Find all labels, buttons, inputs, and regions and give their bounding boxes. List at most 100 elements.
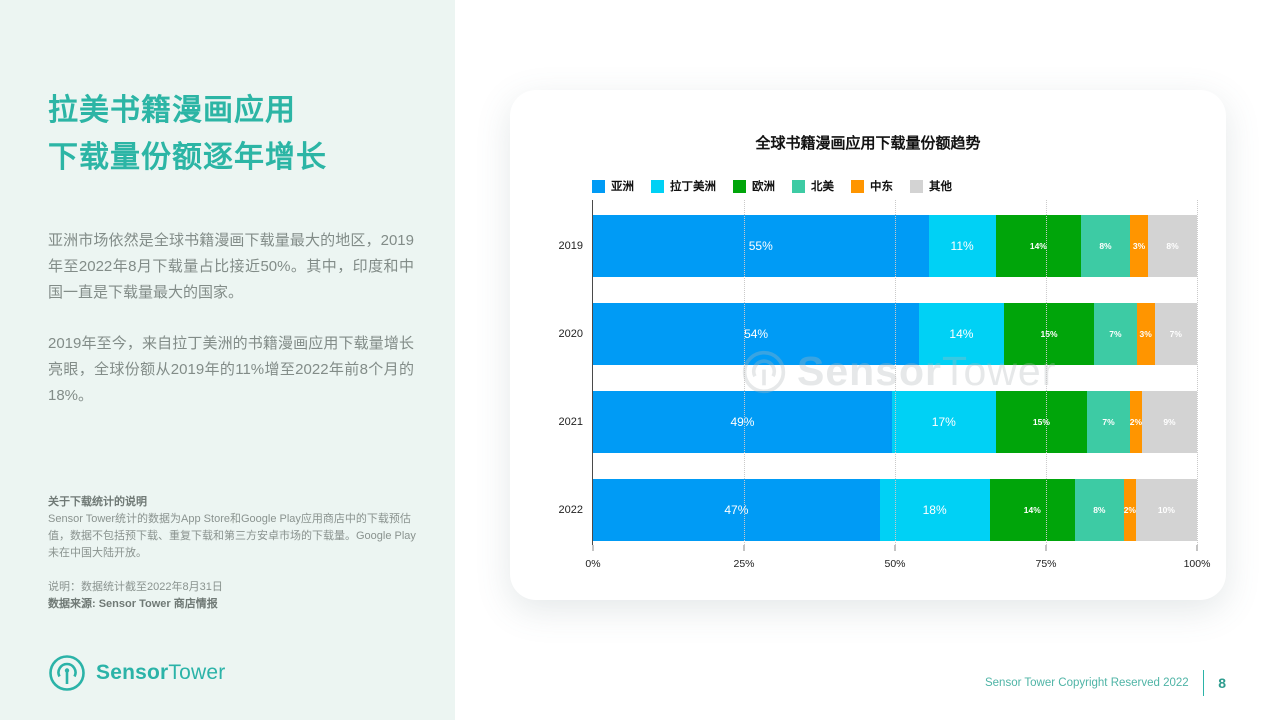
note-body: Sensor Tower统计的数据为App Store和Google Play应… — [48, 513, 416, 560]
legend-label: 中东 — [870, 181, 893, 193]
x-axis-tick-label: 0% — [585, 558, 601, 570]
chart-card: 全球书籍漫画应用下载量份额趋势 亚洲 拉丁美洲 欧洲 北美 中东 其他 2019 55% 11… — [510, 90, 1226, 600]
left-panel: 拉美书籍漫画应用 下载量份额逐年增长 亚洲市场依然是全球书籍漫画下载量最大的地区… — [0, 0, 455, 720]
bars-container: 2019 55% 11% 14% 8% 3% 8% 2020 54% 14% 15% 7% 3% 7% 20… — [559, 215, 1197, 567]
legend-item-其他: 其他 — [910, 178, 952, 194]
gridline-100 — [1197, 200, 1198, 545]
bar-row-2021: 2021 49% 17% 15% 7% 2% 9% — [559, 391, 1197, 453]
legend-swatch — [592, 179, 605, 193]
legend-label: 北美 — [811, 181, 834, 193]
page-title: 拉美书籍漫画应用 下载量份额逐年增长 — [48, 88, 327, 181]
segment-value-label: 7% — [1169, 329, 1182, 339]
footer-page-number: 8 — [1218, 675, 1226, 691]
segment-value-label: 3% — [1132, 241, 1146, 251]
y-axis-label-2019: 2019 — [558, 240, 583, 252]
x-axis-tick-label: 75% — [1035, 558, 1057, 570]
x-axis-tick-label: 50% — [884, 558, 906, 570]
segment-value-label: 17% — [931, 415, 956, 429]
bar-segment-2020-北美: 7% — [1094, 303, 1137, 365]
bar-segment-2019-欧洲: 14% — [995, 215, 1082, 277]
y-axis-label-2022: 2022 — [558, 504, 583, 516]
legend-label: 欧洲 — [752, 181, 775, 193]
bar-segment-2020-亚洲: 54% — [593, 303, 920, 365]
bar-segment-2019-亚洲: 55% — [593, 215, 929, 277]
bar-row-2019: 2019 55% 11% 14% 8% 3% 8% — [559, 215, 1197, 277]
body-copy: 亚洲市场依然是全球书籍漫画下载量最大的地区，2019年至2022年8月下载量占比… — [48, 228, 414, 409]
bar-segment-2019-中东: 3% — [1129, 215, 1149, 277]
footer-divider — [1202, 670, 1205, 696]
legend-swatch — [651, 179, 664, 193]
segment-value-label: 54% — [744, 327, 769, 341]
footer-copyright: Sensor Tower Copyright Reserved 2022 — [984, 677, 1189, 689]
gridline-25 — [744, 200, 745, 545]
bar-row-2022: 2022 47% 18% 14% 8% 2% 10% — [559, 479, 1197, 541]
legend-item-中东: 中东 — [851, 178, 893, 194]
segment-value-label: 15% — [1040, 329, 1058, 339]
segment-value-label: 14% — [1029, 241, 1047, 251]
bar-segment-2020-欧洲: 15% — [1003, 303, 1095, 365]
x-tick-mark — [1196, 545, 1198, 551]
logo-text-regular: Tower — [168, 661, 226, 684]
legend-label: 拉丁美洲 — [670, 181, 716, 193]
sensor-tower-logo-icon — [48, 654, 86, 692]
bar-segment-2022-亚洲: 47% — [593, 479, 880, 541]
gridline-50 — [895, 200, 896, 545]
note-title: 关于下载统计的说明 — [48, 496, 147, 508]
x-tick-mark — [894, 545, 896, 551]
logo-text-bold: Sensor — [96, 661, 169, 684]
legend-item-亚洲: 亚洲 — [592, 178, 634, 194]
bar-segment-2019-北美: 8% — [1081, 215, 1130, 277]
legend-swatch — [910, 179, 923, 193]
paragraph-asia: 亚洲市场依然是全球书籍漫画下载量最大的地区，2019年至2022年8月下载量占比… — [48, 232, 414, 301]
plot-area: 2019 55% 11% 14% 8% 3% 8% 2020 54% 14% 15% 7% 3% 7% 20… — [559, 200, 1210, 570]
bar-row-2020: 2020 54% 14% 15% 7% 3% 7% — [559, 303, 1197, 365]
segment-value-label: 11% — [950, 239, 974, 253]
note-source: 数据来源: Sensor Tower 商店情报 — [48, 598, 218, 611]
segment-value-label: 3% — [1139, 329, 1152, 339]
bar-segment-2021-拉丁美洲: 17% — [891, 391, 996, 453]
bar-segment-2022-欧洲: 14% — [989, 479, 1075, 541]
x-tick-mark — [1045, 545, 1047, 551]
segment-value-label: 10% — [1157, 505, 1175, 515]
bar-segment-2020-其他: 7% — [1154, 303, 1197, 365]
notes-block: 关于下载统计的说明 Sensor Tower统计的数据为App Store和Go… — [48, 494, 424, 613]
legend-swatch — [792, 179, 805, 193]
bar-segment-2021-北美: 7% — [1087, 391, 1130, 453]
segment-value-label: 7% — [1102, 417, 1115, 427]
segment-value-label: 49% — [730, 415, 755, 429]
x-axis-tick-label: 100% — [1183, 558, 1211, 570]
x-tick-mark — [743, 545, 745, 551]
bar-segment-2021-亚洲: 49% — [593, 391, 892, 453]
legend-item-拉丁美洲: 拉丁美洲 — [651, 178, 716, 194]
segment-value-label: 9% — [1163, 417, 1176, 427]
segment-value-label: 55% — [748, 239, 773, 253]
legend-item-北美: 北美 — [792, 178, 834, 194]
bar-segment-2020-拉丁美洲: 14% — [919, 303, 1004, 365]
gridline-75 — [1046, 200, 1047, 545]
bar-segment-2021-欧洲: 15% — [995, 391, 1088, 453]
legend-swatch — [851, 179, 864, 193]
bar-segment-2022-其他: 10% — [1135, 479, 1197, 541]
segment-value-label: 15% — [1032, 417, 1050, 427]
segment-value-label: 2% — [1123, 505, 1136, 515]
bar-segment-2019-其他: 8% — [1148, 215, 1197, 277]
chart-title: 全球书籍漫画应用下载量份额趋势 — [755, 135, 981, 152]
bar-segment-2022-北美: 8% — [1074, 479, 1124, 541]
legend-swatch — [733, 179, 746, 193]
segment-value-label: 14% — [949, 327, 974, 341]
page-title-line-1: 拉美书籍漫画应用 — [48, 94, 296, 127]
segment-value-label: 2% — [1129, 417, 1143, 427]
chart-legend: 亚洲 拉丁美洲 欧洲 北美 中东 其他 — [592, 178, 952, 194]
sensor-tower-logo-text: SensorTower — [96, 661, 225, 685]
segment-value-label: 8% — [1099, 241, 1112, 251]
bar-segment-2021-中东: 2% — [1130, 391, 1142, 453]
segment-value-label: 8% — [1166, 241, 1179, 251]
segment-value-label: 7% — [1109, 329, 1122, 339]
sensor-tower-logo: SensorTower — [48, 654, 225, 692]
bar-segment-2020-中东: 3% — [1136, 303, 1155, 365]
segment-value-label: 47% — [724, 503, 749, 517]
note-meta: 说明：数据统计截至2022年8月31日 — [48, 581, 223, 594]
paragraph-latam: 2019年至今，来自拉丁美洲的书籍漫画应用下载量增长亮眼，全球份额从2019年的… — [48, 335, 414, 404]
y-axis-label-2021: 2021 — [558, 416, 583, 428]
segment-value-label: 8% — [1093, 505, 1106, 515]
